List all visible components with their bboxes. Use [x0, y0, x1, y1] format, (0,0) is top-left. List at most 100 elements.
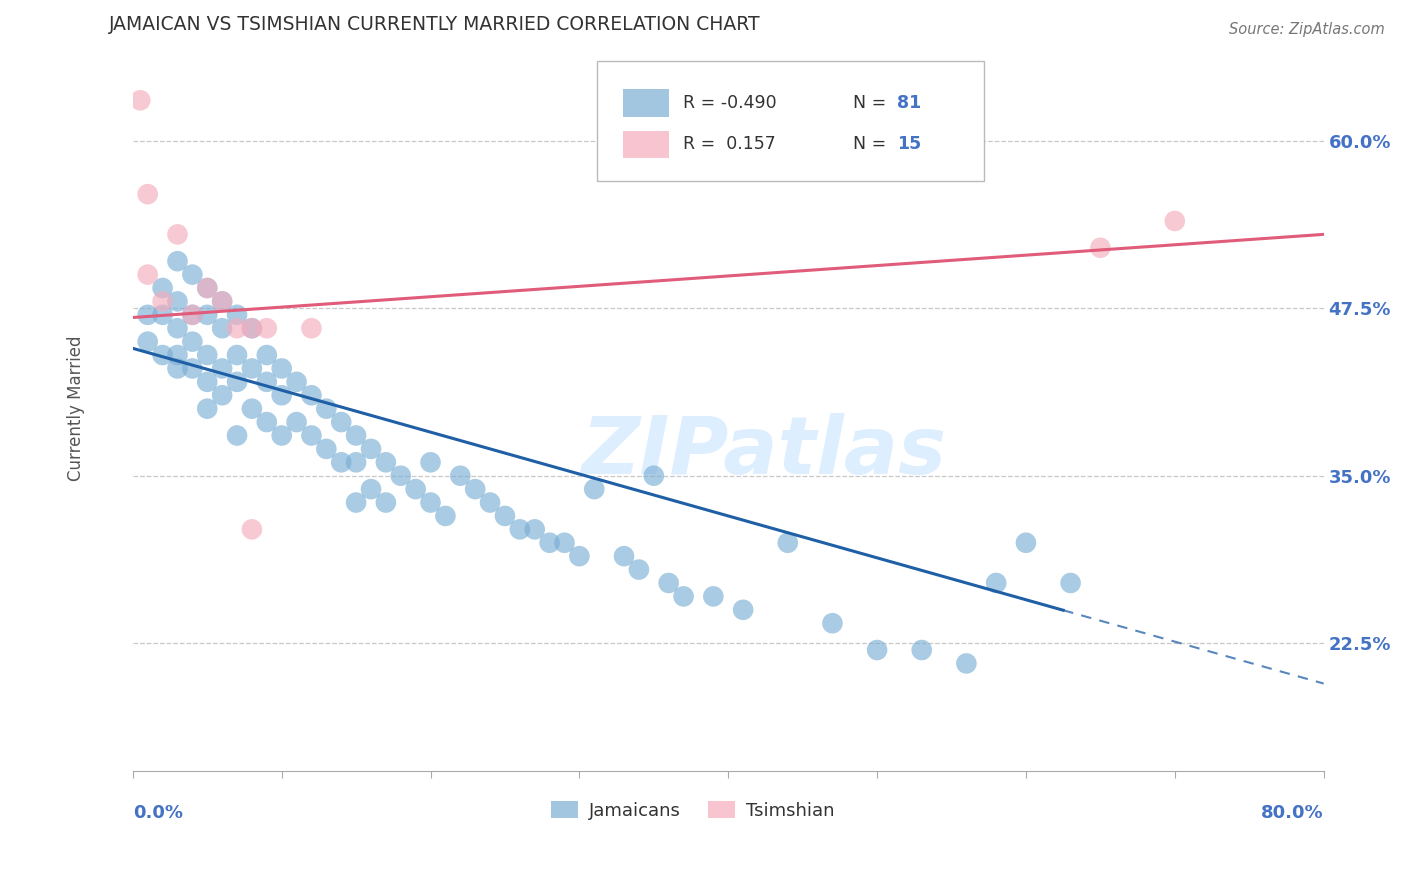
Point — [256, 348, 278, 362]
Point — [166, 361, 188, 376]
Point — [911, 643, 934, 657]
Point — [226, 321, 249, 335]
Text: R =  0.157: R = 0.157 — [683, 136, 776, 153]
Point — [374, 495, 396, 509]
Point — [434, 508, 457, 523]
Point — [226, 428, 249, 442]
Point — [211, 388, 233, 402]
Point — [166, 294, 188, 309]
Point — [166, 321, 188, 335]
Point — [270, 428, 292, 442]
Point — [152, 348, 174, 362]
Point — [344, 428, 367, 442]
Point — [270, 361, 292, 376]
Point — [181, 268, 204, 282]
Point — [613, 549, 636, 564]
Point — [479, 495, 502, 509]
Text: 80.0%: 80.0% — [1261, 805, 1323, 822]
Point — [211, 294, 233, 309]
Point — [136, 334, 159, 349]
Point — [627, 563, 650, 577]
FancyBboxPatch shape — [623, 89, 669, 117]
Point — [195, 401, 218, 416]
Point — [464, 482, 486, 496]
Text: N =: N = — [853, 136, 891, 153]
Point — [301, 388, 323, 402]
Point — [166, 348, 188, 362]
Point — [330, 415, 353, 429]
Point — [166, 254, 188, 268]
Point — [776, 535, 799, 549]
Point — [270, 388, 292, 402]
Text: Source: ZipAtlas.com: Source: ZipAtlas.com — [1229, 22, 1385, 37]
Text: 81: 81 — [897, 95, 921, 112]
Point — [240, 321, 263, 335]
Point — [301, 321, 323, 335]
Point — [1015, 535, 1038, 549]
Point — [226, 308, 249, 322]
Point — [733, 603, 755, 617]
Point — [344, 495, 367, 509]
Point — [195, 308, 218, 322]
Point — [240, 522, 263, 536]
Point — [419, 455, 441, 469]
Point — [129, 93, 152, 107]
Legend: Jamaicans, Tsimshian: Jamaicans, Tsimshian — [544, 794, 841, 827]
Point — [152, 308, 174, 322]
Point — [136, 308, 159, 322]
Point — [1164, 214, 1187, 228]
Text: N =: N = — [853, 95, 891, 112]
Point — [211, 321, 233, 335]
Point — [419, 495, 441, 509]
Point — [344, 455, 367, 469]
Point — [405, 482, 427, 496]
Point — [315, 401, 337, 416]
Point — [152, 294, 174, 309]
Point — [1090, 241, 1112, 255]
Point — [1059, 576, 1081, 591]
Point — [226, 348, 249, 362]
Point — [136, 187, 159, 202]
Point — [195, 348, 218, 362]
Point — [509, 522, 531, 536]
Point — [181, 308, 204, 322]
Point — [152, 281, 174, 295]
Point — [256, 321, 278, 335]
Point — [583, 482, 606, 496]
Point — [538, 535, 561, 549]
Text: JAMAICAN VS TSIMSHIAN CURRENTLY MARRIED CORRELATION CHART: JAMAICAN VS TSIMSHIAN CURRENTLY MARRIED … — [110, 15, 761, 34]
Text: 0.0%: 0.0% — [132, 805, 183, 822]
FancyBboxPatch shape — [623, 130, 669, 158]
Point — [494, 508, 516, 523]
Point — [523, 522, 546, 536]
Point — [195, 281, 218, 295]
Point — [374, 455, 396, 469]
Point — [181, 308, 204, 322]
Text: 15: 15 — [897, 136, 921, 153]
Point — [240, 321, 263, 335]
Point — [256, 375, 278, 389]
Point — [449, 468, 471, 483]
Point — [389, 468, 412, 483]
Point — [553, 535, 575, 549]
Point — [330, 455, 353, 469]
Point — [866, 643, 889, 657]
Text: Currently Married: Currently Married — [67, 336, 86, 482]
Point — [166, 227, 188, 242]
Point — [301, 428, 323, 442]
Point — [181, 334, 204, 349]
Point — [256, 415, 278, 429]
Point — [568, 549, 591, 564]
Point — [360, 442, 382, 456]
FancyBboxPatch shape — [598, 62, 984, 180]
Point — [211, 294, 233, 309]
Point — [285, 375, 308, 389]
Point — [211, 361, 233, 376]
Point — [821, 616, 844, 631]
Point — [702, 590, 724, 604]
Point — [240, 361, 263, 376]
Point — [672, 590, 695, 604]
Point — [658, 576, 681, 591]
Point — [195, 375, 218, 389]
Point — [643, 468, 665, 483]
